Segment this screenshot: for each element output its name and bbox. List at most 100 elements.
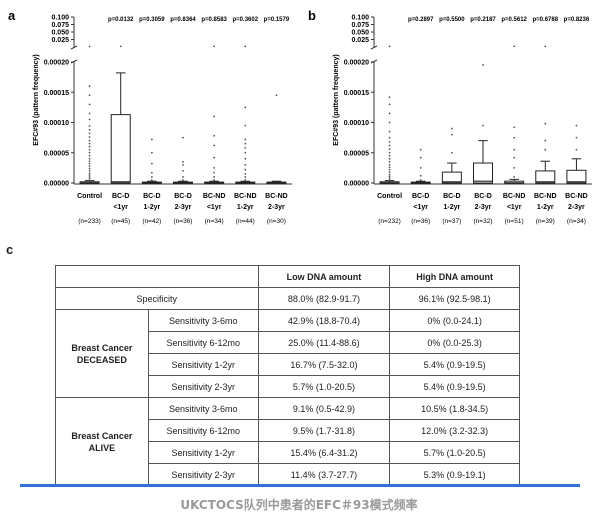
row-label: Sensitivity 3-6mo <box>147 397 259 420</box>
p-value-label: p=0.5500 <box>439 17 465 23</box>
y-tick-label: 0.050 <box>351 30 369 37</box>
row-label: Sensitivity 1-2yr <box>147 353 259 376</box>
outlier-point <box>244 106 247 109</box>
x-tick-sublabel: <1yr <box>113 204 128 211</box>
y-tick-label: 0.00000 <box>344 181 369 188</box>
outlier-point <box>388 166 391 169</box>
sample-size-label: (n=44) <box>236 218 255 225</box>
outlier-point <box>419 156 422 159</box>
x-tick-label: BC-ND <box>203 193 226 200</box>
outlier-point <box>388 148 391 151</box>
p-value-label: p=0.8364 <box>170 17 196 23</box>
outlier-point <box>388 177 391 180</box>
outlier-point <box>544 45 547 48</box>
outlier-point <box>419 148 422 151</box>
group-label: Breast Cancer DECEASED <box>55 309 149 398</box>
x-tick-label: BC-ND <box>265 193 288 200</box>
sample-size-label: (n=36) <box>411 218 430 225</box>
outlier-point <box>182 179 184 181</box>
outlier-point <box>388 140 391 143</box>
outlier-point <box>544 139 547 142</box>
figure-caption: UKCTOCS队列中患者的EFC＃93模式频率 <box>180 498 418 512</box>
specificity-row: Specificity 88.0% (82.9-91.7) 96.1% (92.5-… <box>55 287 520 310</box>
table-header-row: Low DNA amount High DNA amount <box>55 265 520 288</box>
cell-low-dna: 25.0% (11.4-88.6) <box>257 331 391 354</box>
cell-high-dna: 5.4% (0.9-19.5) <box>389 353 520 376</box>
y-tick-label: 0.00010 <box>344 120 369 127</box>
table-row: Sensitivity 2-3yr 5.7% (1.0-20.5) 5.4% (0.… <box>56 375 520 398</box>
outlier-point <box>575 136 578 139</box>
outlier-point <box>88 157 91 160</box>
p-value-label: p=0.2897 <box>408 17 434 23</box>
outlier-point <box>150 138 153 141</box>
outlier-point <box>88 148 91 151</box>
outlier-point <box>213 156 216 159</box>
group-label: Breast Cancer ALIVE <box>55 397 149 486</box>
cell-high-dna: 5.4% (0.9-19.5) <box>389 375 520 398</box>
y-tick-label: 0.00015 <box>344 90 369 97</box>
outlier-point <box>244 163 247 166</box>
outlier-point <box>213 176 216 178</box>
cell-low-dna: 16.7% (7.5-32.0) <box>257 353 391 376</box>
sample-size-label: (n=42) <box>142 218 161 225</box>
x-tick-label: BC-ND <box>534 193 557 200</box>
y-tick-label: 0.075 <box>51 22 69 29</box>
x-tick-label: BC-D <box>143 193 161 200</box>
row-label: Sensitivity 2-3yr <box>147 463 259 486</box>
panel-a-chart: a EFC#93 (pattern frequency) 0.00000 0.0000… <box>0 0 298 250</box>
x-tick-sublabel: 1-2yr <box>237 204 254 211</box>
accent-divider <box>20 484 580 487</box>
outlier-point <box>388 157 391 160</box>
outlier-point <box>213 115 216 118</box>
x-tick-label: BC-D <box>412 193 430 200</box>
y-tick-label: 0.00020 <box>344 60 369 67</box>
cell-low-dna: 5.7% (1.0-20.5) <box>257 375 391 398</box>
outlier-point <box>150 162 153 165</box>
outlier-point <box>513 126 516 129</box>
table-row: Sensitivity 6-12mo 9.5% (1.7-31.8) 12.0% (… <box>56 419 520 442</box>
x-tick-label: Control <box>77 193 102 200</box>
x-tick-sublabel: 2-3yr <box>475 204 492 211</box>
sample-size-label: (n=233) <box>78 218 101 225</box>
y-axis-label: EFC#93 (pattern frequency) <box>333 54 340 145</box>
cell-low-dna: 9.5% (1.7-31.8) <box>257 419 391 442</box>
group-label-line1: Breast Cancer <box>71 342 133 353</box>
table-row: Sensitivity 1-2yr 15.4% (6.4-31.2) 5.7% (1… <box>56 441 520 464</box>
cell-low-dna: 11.4% (3.7-27.7) <box>257 463 391 486</box>
p-value-label: p=0.5612 <box>501 17 527 23</box>
outlier-point <box>388 154 391 157</box>
cell-low-dna: 88.0% (82.9-91.7) <box>257 287 391 310</box>
cell-low-dna: 9.1% (0.5-42.9) <box>257 397 391 420</box>
sample-size-label: (n=34) <box>567 218 586 225</box>
outlier-point <box>482 124 484 127</box>
sample-size-label: (n=30) <box>267 218 286 225</box>
outlier-point <box>88 142 91 145</box>
row-label: Sensitivity 2-3yr <box>147 375 259 398</box>
outlier-point <box>244 151 247 154</box>
y-tick-label: 0.00000 <box>44 181 69 188</box>
sample-size-label: (n=36) <box>174 218 193 225</box>
outlier-point <box>150 151 153 154</box>
cell-high-dna: 0% (0.0-24.1) <box>389 309 520 332</box>
cell-high-dna: 5.3% (0.9-19.1) <box>389 463 520 486</box>
box-iqr <box>535 170 556 184</box>
x-tick-label: BC-D <box>174 193 192 200</box>
x-tick-label: BC-D <box>474 193 492 200</box>
outlier-point <box>388 151 391 154</box>
sample-size-label: (n=32) <box>474 218 493 225</box>
outlier-point <box>88 154 91 157</box>
y-tick-label: 0.00010 <box>44 120 69 127</box>
outlier-point <box>213 144 216 147</box>
outlier-point <box>575 124 578 127</box>
outlier-point <box>419 179 422 181</box>
x-tick-sublabel: <1yr <box>207 204 222 211</box>
outlier-point <box>182 160 184 163</box>
panel-letter-a: a <box>8 8 16 23</box>
cell-high-dna: 0% (0.0-25.3) <box>389 331 520 354</box>
y-tick-label: 0.00005 <box>344 150 369 157</box>
outlier-point <box>450 151 453 154</box>
axis-break-mark <box>370 45 378 50</box>
box-iqr <box>441 171 462 184</box>
p-value-label: p=0.2187 <box>470 17 496 23</box>
outlier-point <box>388 103 391 106</box>
